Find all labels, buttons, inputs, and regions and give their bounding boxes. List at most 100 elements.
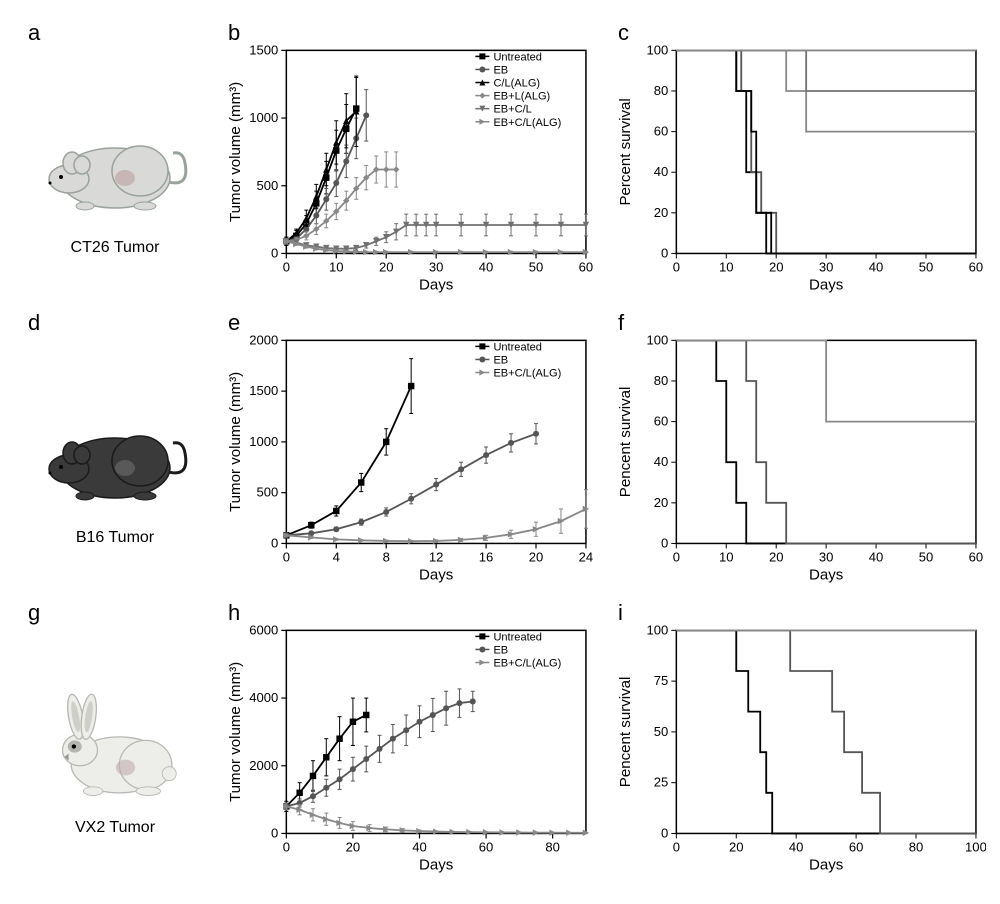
svg-text:100: 100: [646, 624, 668, 637]
svg-text:30: 30: [429, 260, 444, 275]
svg-text:80: 80: [545, 840, 560, 855]
svg-text:30: 30: [819, 550, 834, 565]
svg-text:80: 80: [654, 373, 669, 388]
svg-text:60: 60: [969, 260, 984, 275]
figure-grid: a CT26 Tumor b 0102030405060050010001500…: [20, 20, 980, 880]
svg-text:0: 0: [283, 840, 290, 855]
svg-text:0: 0: [283, 260, 290, 275]
svg-text:1000: 1000: [249, 110, 278, 125]
panel-letter-d: d: [28, 310, 40, 336]
svg-text:EB+C/L(ALG): EB+C/L(ALG): [493, 117, 561, 129]
svg-text:EB: EB: [493, 644, 508, 656]
svg-text:20: 20: [529, 550, 544, 565]
svg-text:10: 10: [719, 550, 734, 565]
svg-text:100: 100: [965, 840, 986, 855]
svg-text:50: 50: [654, 724, 669, 739]
panel-a: a CT26 Tumor: [20, 20, 210, 300]
svg-text:EB: EB: [493, 64, 508, 76]
svg-text:Days: Days: [419, 567, 453, 584]
svg-text:24: 24: [579, 550, 594, 565]
svg-text:40: 40: [479, 260, 494, 275]
chart-b-tumor-volume: 0102030405060050010001500DaysTumor volum…: [224, 44, 596, 296]
svg-text:0: 0: [271, 245, 278, 260]
panel-c: c 0102030405060020406080100DaysPercent s…: [610, 20, 990, 300]
svg-text:0: 0: [673, 840, 680, 855]
svg-text:Untreated: Untreated: [493, 631, 542, 643]
svg-text:Tumor volume (mm³): Tumor volume (mm³): [227, 662, 244, 802]
svg-text:20: 20: [729, 840, 744, 855]
svg-text:8: 8: [383, 550, 390, 565]
svg-text:60: 60: [654, 414, 669, 429]
panel-letter-e: e: [228, 310, 240, 336]
svg-text:0: 0: [661, 245, 668, 260]
chart-e-tumor-volume: 048121620240500100015002000DaysTumor vol…: [224, 334, 596, 586]
svg-text:20: 20: [346, 840, 361, 855]
svg-text:500: 500: [256, 178, 278, 193]
svg-text:60: 60: [969, 550, 984, 565]
svg-text:60: 60: [654, 124, 669, 139]
svg-text:100: 100: [646, 44, 668, 57]
svg-text:Pencent survival: Pencent survival: [617, 387, 634, 498]
svg-text:Days: Days: [809, 277, 843, 294]
svg-text:20: 20: [654, 495, 669, 510]
panel-h: h 0204060800200040006000DaysTumor volume…: [220, 600, 600, 880]
svg-text:0: 0: [661, 535, 668, 550]
svg-text:25: 25: [654, 775, 669, 790]
svg-text:40: 40: [869, 260, 884, 275]
svg-text:2000: 2000: [249, 334, 278, 347]
svg-text:20: 20: [769, 260, 784, 275]
svg-text:Days: Days: [809, 857, 843, 874]
svg-text:40: 40: [789, 840, 804, 855]
vx2-label: VX2 Tumor: [75, 819, 155, 837]
svg-text:Pencent survival: Pencent survival: [617, 677, 634, 788]
svg-text:0: 0: [271, 825, 278, 840]
b16-label: B16 Tumor: [76, 529, 154, 547]
svg-text:Percent survival: Percent survival: [617, 98, 634, 205]
svg-text:6000: 6000: [249, 624, 278, 637]
svg-text:4000: 4000: [249, 690, 278, 705]
svg-text:EB+C/L(ALG): EB+C/L(ALG): [493, 658, 561, 670]
svg-text:40: 40: [654, 454, 669, 469]
panel-b: b 0102030405060050010001500DaysTumor vol…: [220, 20, 600, 300]
svg-text:0: 0: [661, 825, 668, 840]
chart-c-survival: 0102030405060020406080100DaysPercent sur…: [614, 44, 986, 296]
svg-text:0: 0: [283, 550, 290, 565]
chart-i-survival: 0204060801000255075100DaysPencent surviv…: [614, 624, 986, 876]
panel-letter-i: i: [618, 600, 623, 626]
panel-letter-f: f: [618, 310, 624, 336]
panel-letter-b: b: [228, 20, 240, 46]
panel-f: f 0102030405060020406080100DaysPencent s…: [610, 310, 990, 590]
panel-d: d B16 Tumor: [20, 310, 210, 590]
svg-text:Days: Days: [809, 567, 843, 584]
vx2-rabbit-illustration: [35, 673, 195, 813]
chart-h-tumor-volume: 0204060800200040006000DaysTumor volume (…: [224, 624, 596, 876]
svg-text:0: 0: [673, 550, 680, 565]
ct26-mouse-illustration: [35, 93, 195, 233]
svg-text:2000: 2000: [249, 758, 278, 773]
svg-text:0: 0: [271, 535, 278, 550]
panel-e: e 048121620240500100015002000DaysTumor v…: [220, 310, 600, 590]
svg-text:Untreated: Untreated: [493, 341, 542, 353]
svg-text:30: 30: [819, 260, 834, 275]
svg-text:75: 75: [654, 673, 669, 688]
panel-i: i 0204060801000255075100DaysPencent surv…: [610, 600, 990, 880]
svg-text:20: 20: [654, 205, 669, 220]
svg-text:12: 12: [429, 550, 444, 565]
svg-text:16: 16: [479, 550, 494, 565]
svg-text:1000: 1000: [249, 434, 278, 449]
svg-text:Tumor volume (mm³): Tumor volume (mm³): [227, 372, 244, 512]
svg-text:EB+C/L: EB+C/L: [493, 104, 531, 116]
panel-letter-a: a: [28, 20, 40, 46]
svg-text:Days: Days: [419, 277, 453, 294]
panel-g: g VX2 Tumor: [20, 600, 210, 880]
svg-text:80: 80: [654, 83, 669, 98]
svg-text:1500: 1500: [249, 383, 278, 398]
svg-text:50: 50: [919, 260, 934, 275]
svg-text:10: 10: [719, 260, 734, 275]
svg-text:40: 40: [869, 550, 884, 565]
b16-mouse-illustration: [35, 383, 195, 523]
svg-text:1500: 1500: [249, 44, 278, 57]
panel-letter-g: g: [28, 600, 40, 626]
chart-f-survival: 0102030405060020406080100DaysPencent sur…: [614, 334, 986, 586]
svg-text:40: 40: [412, 840, 427, 855]
